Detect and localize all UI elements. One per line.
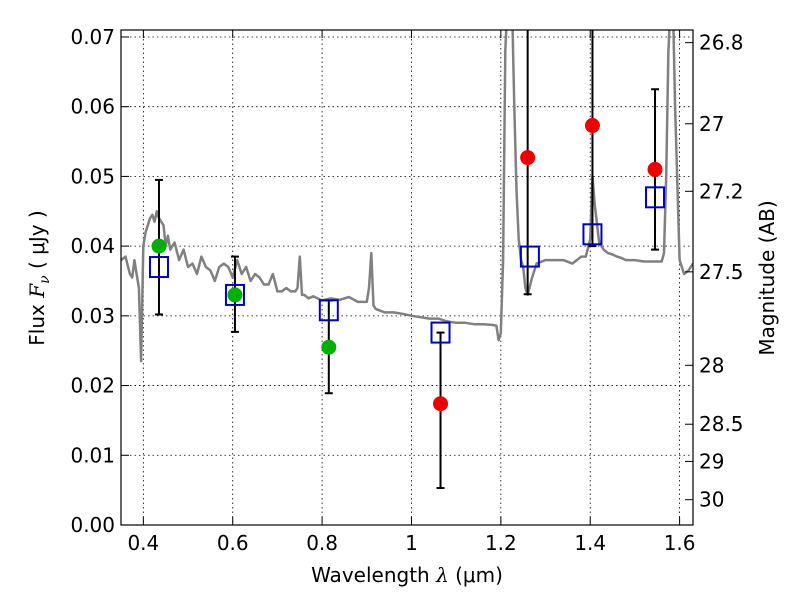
y-tick-label: 0.02 (70, 374, 115, 398)
x-tick-label: 0.4 (127, 531, 159, 555)
synthetic-square (645, 186, 666, 209)
axis-ticks (121, 30, 693, 526)
x-tick-label: 0.8 (306, 531, 338, 555)
y2-tick-label: 26.8 (699, 31, 744, 55)
synthetic-square (582, 223, 603, 246)
y2-tick-label: 30 (699, 488, 724, 512)
y2-tick-label: 27 (699, 112, 724, 136)
plot-frame (120, 29, 694, 526)
y2-tick-label: 28 (699, 353, 724, 377)
y2-tick-labels: 26.8 27 27.2 27.5 28 28.5 29 30 (699, 31, 744, 512)
y2-tick-label: 27.5 (699, 260, 744, 284)
y-tick-labels: 0.00 0.01 0.02 0.03 0.04 0.05 0.06 0.07 (70, 25, 115, 537)
y2-axis-label: Magnitude (AB) (755, 200, 779, 355)
synthetic-square (519, 245, 540, 268)
synthetic-square (318, 299, 339, 322)
data-markers (148, 118, 666, 412)
nondetected-point (584, 118, 600, 134)
synthetic-square (430, 321, 451, 344)
y-tick-label: 0.00 (70, 513, 115, 537)
synthetic-square (148, 256, 169, 279)
x-tick-label: 1.4 (574, 531, 606, 555)
x-tick-label: 1.2 (485, 531, 517, 555)
y2-tick-label: 27.2 (699, 179, 744, 203)
x-axis-label: Wavelength λ (μm) (311, 563, 503, 587)
y2-tick-label: 28.5 (699, 412, 744, 436)
nondetected-point (433, 396, 449, 412)
x-tick-label: 1 (405, 531, 418, 555)
nondetected-point (520, 150, 536, 166)
y2-tick-label: 29 (699, 449, 724, 473)
nondetected-point (647, 161, 663, 177)
y-tick-label: 0.05 (70, 164, 115, 188)
x-tick-labels: 0.4 0.6 0.8 1 1.2 1.4 1.6 (127, 531, 695, 555)
detected-point (151, 238, 167, 254)
detected-point (321, 339, 337, 355)
x-tick-label: 0.6 (217, 531, 249, 555)
y-tick-label: 0.01 (70, 443, 115, 467)
y-tick-label: 0.07 (70, 25, 115, 49)
detected-point (227, 287, 243, 303)
y-axis-label: Flux Fν ( μJy ) (25, 210, 53, 345)
x-tick-label: 1.6 (664, 531, 696, 555)
y-tick-label: 0.06 (70, 95, 115, 119)
y-tick-label: 0.03 (70, 304, 115, 328)
synthetic-square (224, 283, 245, 306)
model-spectrum-line (121, 30, 693, 363)
y-tick-label: 0.04 (70, 234, 115, 258)
